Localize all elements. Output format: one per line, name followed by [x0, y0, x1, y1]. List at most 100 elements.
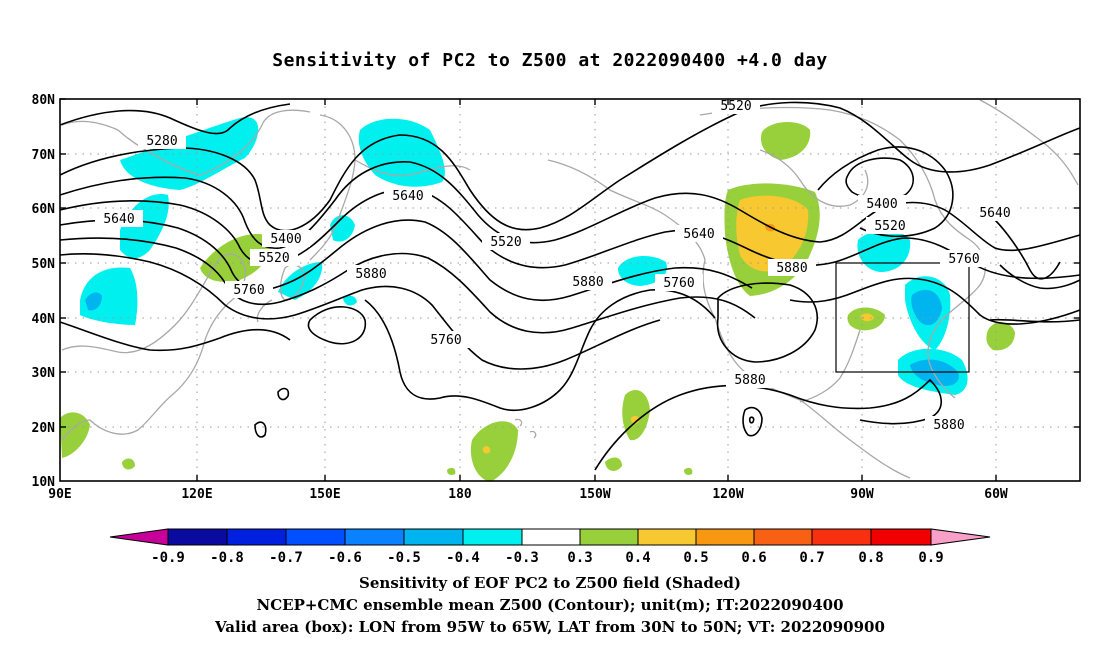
- contour-line: [742, 406, 763, 437]
- latitude-labels: 80N 70N 60N 50N 40N 30N 20N 10N: [32, 93, 56, 490]
- contour-line: [59, 103, 291, 135]
- shade-cyan: [120, 117, 259, 190]
- colorbar-swatch: [521, 528, 581, 546]
- colorbar-label: -0.6: [328, 550, 362, 566]
- contour-line: [59, 161, 1081, 252]
- svg-text:5760: 5760: [663, 276, 694, 291]
- shade-green: [760, 121, 811, 160]
- colorbar-swatch: [811, 528, 872, 546]
- colorbar-label: 0.3: [567, 550, 592, 566]
- colorbar-swatch: [695, 528, 755, 546]
- svg-text:5760: 5760: [430, 333, 461, 348]
- contour-line: [59, 237, 756, 334]
- colorbar-swatch: [403, 528, 464, 546]
- longitude-labels: 90E 120E 150E 180 150W 120W 90W 60W: [48, 487, 1008, 502]
- colorbar-swatch: [870, 528, 932, 546]
- colorbar-arrow-right: [930, 528, 991, 546]
- caption-line-shading: Sensitivity of EOF PC2 to Z500 field (Sh…: [359, 574, 741, 592]
- shade-cyan: [278, 262, 323, 300]
- colorbar-label: -0.4: [446, 550, 480, 566]
- chart-title: Sensitivity of PC2 to Z500 at 2022090400…: [272, 50, 828, 71]
- contour-label: 5760: [225, 281, 273, 298]
- contour-label: 5400: [262, 230, 310, 247]
- coast-asia: [61, 109, 311, 441]
- svg-text:5880: 5880: [776, 261, 807, 276]
- contour-line: [59, 101, 1081, 232]
- contour-line: [817, 146, 954, 238]
- shade-cyan: [80, 267, 138, 325]
- shade-green: [122, 458, 135, 470]
- lat-label: 30N: [32, 366, 56, 381]
- contour-line: [845, 157, 914, 201]
- contour-label: 5640: [384, 187, 432, 204]
- contour-label: 5880: [726, 371, 774, 388]
- lat-label: 10N: [32, 475, 56, 490]
- svg-text:5880: 5880: [572, 275, 603, 290]
- shade-green: [622, 390, 650, 441]
- caption-line-contour: NCEP+CMC ensemble mean Z500 (Contour); u…: [256, 596, 844, 614]
- contour-line: [59, 188, 1081, 280]
- lon-label: 120W: [712, 487, 743, 502]
- colorbar-arrow-left: [109, 528, 169, 546]
- contour-line: [999, 264, 1081, 290]
- svg-text:5640: 5640: [683, 227, 714, 242]
- contour-label: 5400: [858, 195, 906, 212]
- colorbar-labels: -0.9 -0.8 -0.7 -0.6 -0.5 -0.4 -0.3 0.3 0…: [151, 550, 944, 566]
- colorbar-label: -0.9: [151, 550, 185, 566]
- contour-labels: 5280 5640 5400 5520 5760 5880 5640 5760 …: [95, 97, 1019, 433]
- contour-line: [254, 421, 267, 438]
- colorbar-label: 0.9: [918, 550, 943, 566]
- lon-label: 120E: [181, 487, 212, 502]
- lat-label: 40N: [32, 312, 56, 327]
- lat-label: 20N: [32, 421, 56, 436]
- svg-text:5400: 5400: [270, 232, 301, 247]
- colorbar-swatch: [579, 528, 639, 546]
- contour-label: 5280: [138, 132, 186, 149]
- colorbar-swatch: [344, 528, 405, 546]
- valid-area-box: [835, 262, 970, 373]
- contour-label: 5880: [925, 416, 973, 433]
- svg-text:5760: 5760: [948, 252, 979, 267]
- colorbar-label: -0.5: [387, 550, 421, 566]
- contour-label: 5760: [422, 331, 470, 348]
- coastlines: [61, 99, 1079, 479]
- caption: Sensitivity of EOF PC2 to Z500 field (Sh…: [0, 572, 1100, 638]
- colorbar-swatch: [167, 528, 228, 546]
- contour-label: 5880: [564, 273, 612, 290]
- contour-line: [364, 289, 716, 412]
- shade-cyan: [330, 215, 355, 242]
- shade-cyan: [343, 295, 357, 306]
- colorbar-label: 0.7: [799, 550, 824, 566]
- colorbar-swatch: [753, 528, 813, 546]
- colorbar-label: -0.3: [505, 550, 539, 566]
- colorbar-label: -0.7: [269, 550, 303, 566]
- contour-line: [716, 282, 819, 363]
- coast-north-america: [699, 106, 986, 403]
- shade-sky: [911, 289, 942, 326]
- svg-text:5640: 5640: [979, 206, 1010, 221]
- shade-green: [470, 421, 518, 482]
- colorbar: -0.9 -0.8 -0.7 -0.6 -0.5 -0.4 -0.3 0.3 0…: [109, 528, 991, 566]
- caption-line-valid-area: Valid area (box): LON from 95W to 65W, L…: [215, 618, 885, 636]
- lon-label: 150W: [579, 487, 610, 502]
- colorbar-swatch: [637, 528, 697, 546]
- contour-line: [59, 306, 366, 352]
- svg-text:5520: 5520: [490, 235, 521, 250]
- contour-label: 5640: [971, 204, 1019, 221]
- contour-label: 5760: [940, 250, 988, 267]
- contour-label: 5640: [675, 225, 723, 242]
- svg-text:5880: 5880: [734, 373, 765, 388]
- shade-sky: [910, 359, 959, 386]
- contour-line: [59, 219, 1081, 325]
- svg-text:5520: 5520: [720, 99, 751, 114]
- coast-hudson: [759, 149, 869, 207]
- shade-green: [200, 233, 271, 282]
- contour-label: 5640: [95, 210, 143, 227]
- coast-greenland: [979, 99, 1079, 186]
- contour-label: 5520: [482, 233, 530, 250]
- contour-label: 5520: [250, 249, 298, 266]
- map-frame: [59, 98, 1081, 482]
- lon-label: 90W: [850, 487, 874, 502]
- colorbar-label: 0.5: [683, 550, 708, 566]
